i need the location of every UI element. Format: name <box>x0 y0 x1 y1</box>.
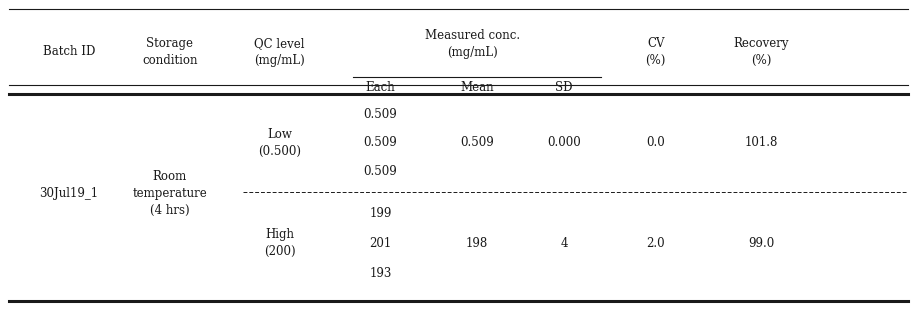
Text: 4: 4 <box>560 237 568 250</box>
Text: 30Jul19_1: 30Jul19_1 <box>39 187 98 200</box>
Text: 99.0: 99.0 <box>748 237 774 250</box>
Text: Batch ID: Batch ID <box>42 45 95 58</box>
Text: Each: Each <box>366 81 395 95</box>
Text: Storage
condition: Storage condition <box>142 37 197 67</box>
Text: High
(200): High (200) <box>264 228 295 258</box>
Text: 0.000: 0.000 <box>547 136 580 149</box>
Text: SD: SD <box>555 81 573 95</box>
Text: Low
(0.500): Low (0.500) <box>259 128 301 158</box>
Text: Room
temperature
(4 hrs): Room temperature (4 hrs) <box>132 170 207 217</box>
Text: Mean: Mean <box>460 81 493 95</box>
Text: CV
(%): CV (%) <box>646 37 666 67</box>
Text: 193: 193 <box>370 267 392 280</box>
Text: 2.0: 2.0 <box>646 237 665 250</box>
Text: 0.0: 0.0 <box>646 136 665 149</box>
Text: 101.8: 101.8 <box>745 136 778 149</box>
Text: 199: 199 <box>370 207 392 220</box>
Text: 0.509: 0.509 <box>364 165 397 178</box>
Text: 198: 198 <box>466 237 488 250</box>
Text: 201: 201 <box>370 237 392 250</box>
Text: 0.509: 0.509 <box>364 136 397 149</box>
Text: QC level
(mg/mL): QC level (mg/mL) <box>254 37 305 67</box>
Text: 0.509: 0.509 <box>460 136 493 149</box>
Text: Measured conc.
(mg/mL): Measured conc. (mg/mL) <box>425 29 520 59</box>
Text: 0.509: 0.509 <box>364 108 397 121</box>
Text: Recovery
(%): Recovery (%) <box>734 37 789 67</box>
